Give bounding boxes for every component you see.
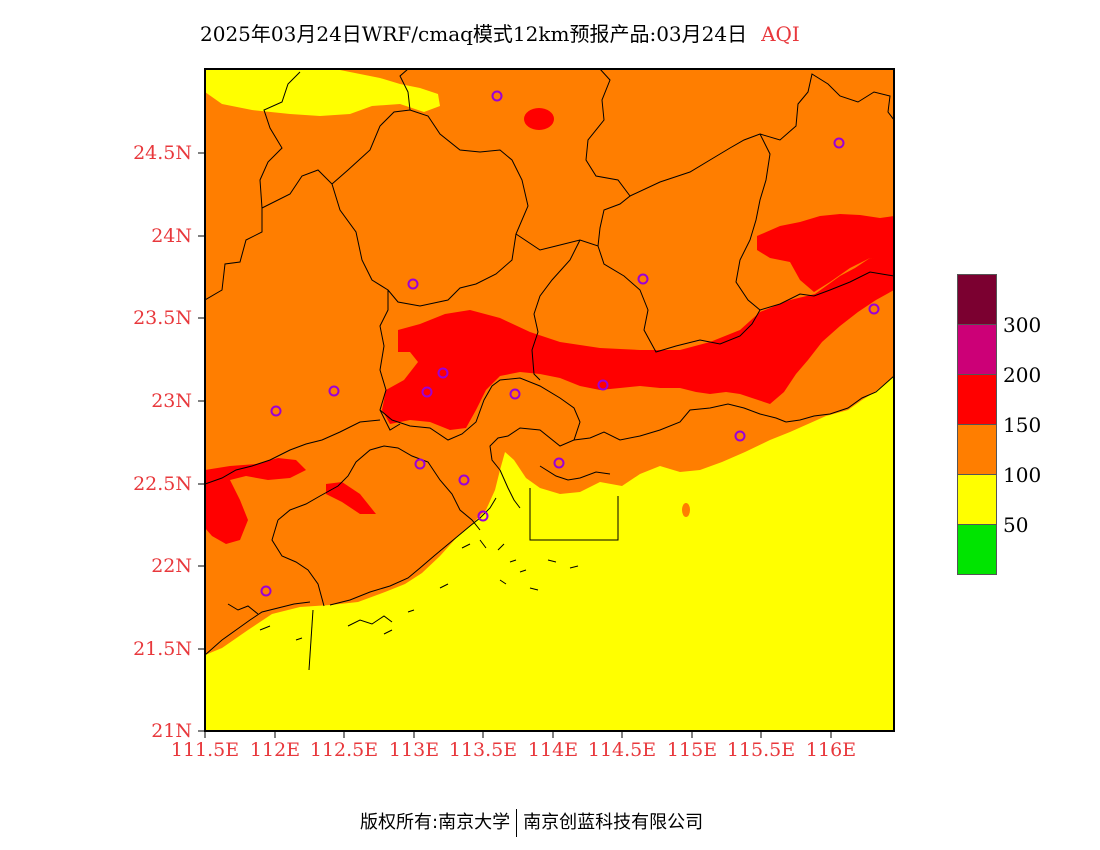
station-marker [414,458,426,470]
x-tick-label: 114E [527,739,579,761]
station-marker [509,388,521,400]
y-tick-label: 24.5N [133,142,192,164]
x-tick-label: 115.5E [726,739,796,761]
station-markers [260,90,880,597]
copyright-left: 版权所有:南京大学 [360,812,511,833]
red-band-region [382,258,894,430]
orange-islet [682,503,690,517]
station-marker [477,510,489,522]
legend-swatch-moderate [957,474,997,525]
legend-swatch-hazardous [957,274,997,325]
legend-label: 100 [1003,463,1042,487]
legend-swatch-very-unhealthy [957,324,997,375]
boundary-lines [205,69,894,671]
station-marker [407,278,419,290]
red-east-region [757,214,894,292]
y-tick-label: 22N [151,555,192,577]
x-tick-label: 116E [805,739,857,761]
x-tick-label: 111.5E [170,739,240,761]
x-tick-label: 113E [388,739,440,761]
copyright-right: 南京创蓝科技有限公司 [523,812,704,833]
station-marker [868,303,880,315]
y-tick-label: 23.5N [133,307,192,329]
station-marker [421,386,433,398]
legend-label: 50 [1003,513,1029,537]
x-tick-label: 113.5E [448,739,518,761]
y-tick-label: 21N [151,720,192,742]
y-tick-label: 23N [151,390,192,412]
map-frame [204,68,895,732]
legend-label: 200 [1003,363,1042,387]
station-marker [734,430,746,442]
legend-label: 150 [1003,413,1042,437]
station-marker [328,385,340,397]
map-title: 2025年03月24日WRF/cmaq模式12km预报产品:03月24日 AQI [200,18,800,47]
y-tick-label: 22.5N [133,473,192,495]
station-marker [458,474,470,486]
x-tick-label: 115E [666,739,718,761]
tick-marks [198,152,832,738]
station-marker [637,273,649,285]
station-marker [437,367,449,379]
y-tick-label: 21.5N [133,638,192,660]
title-text: 2025年03月24日WRF/cmaq模式12km预报产品:03月24日 [200,22,748,46]
x-tick-label: 112E [249,739,301,761]
red-top-spot [524,108,554,130]
y-tick-label: 24N [151,225,192,247]
variable-label: AQI [761,22,800,46]
station-marker [270,405,282,417]
map-fill-layer [205,69,894,731]
station-marker [553,457,565,469]
station-marker [597,379,609,391]
footer-divider [516,809,518,837]
red-west-region [205,458,306,544]
station-marker [491,90,503,102]
yellow-top-region [205,69,440,116]
yellow-sea-region [205,376,894,731]
copyright-footer: 版权所有:南京大学 南京创蓝科技有限公司 [360,808,703,837]
red-small-region [326,482,376,514]
legend-swatch-unhealthy [957,374,997,425]
station-marker [260,585,272,597]
x-tick-label: 112.5E [309,739,379,761]
legend-label: 300 [1003,313,1042,337]
legend-swatch-good [957,524,997,575]
station-marker [833,137,845,149]
legend-swatch-sensitive [957,424,997,475]
x-tick-label: 114.5E [587,739,657,761]
